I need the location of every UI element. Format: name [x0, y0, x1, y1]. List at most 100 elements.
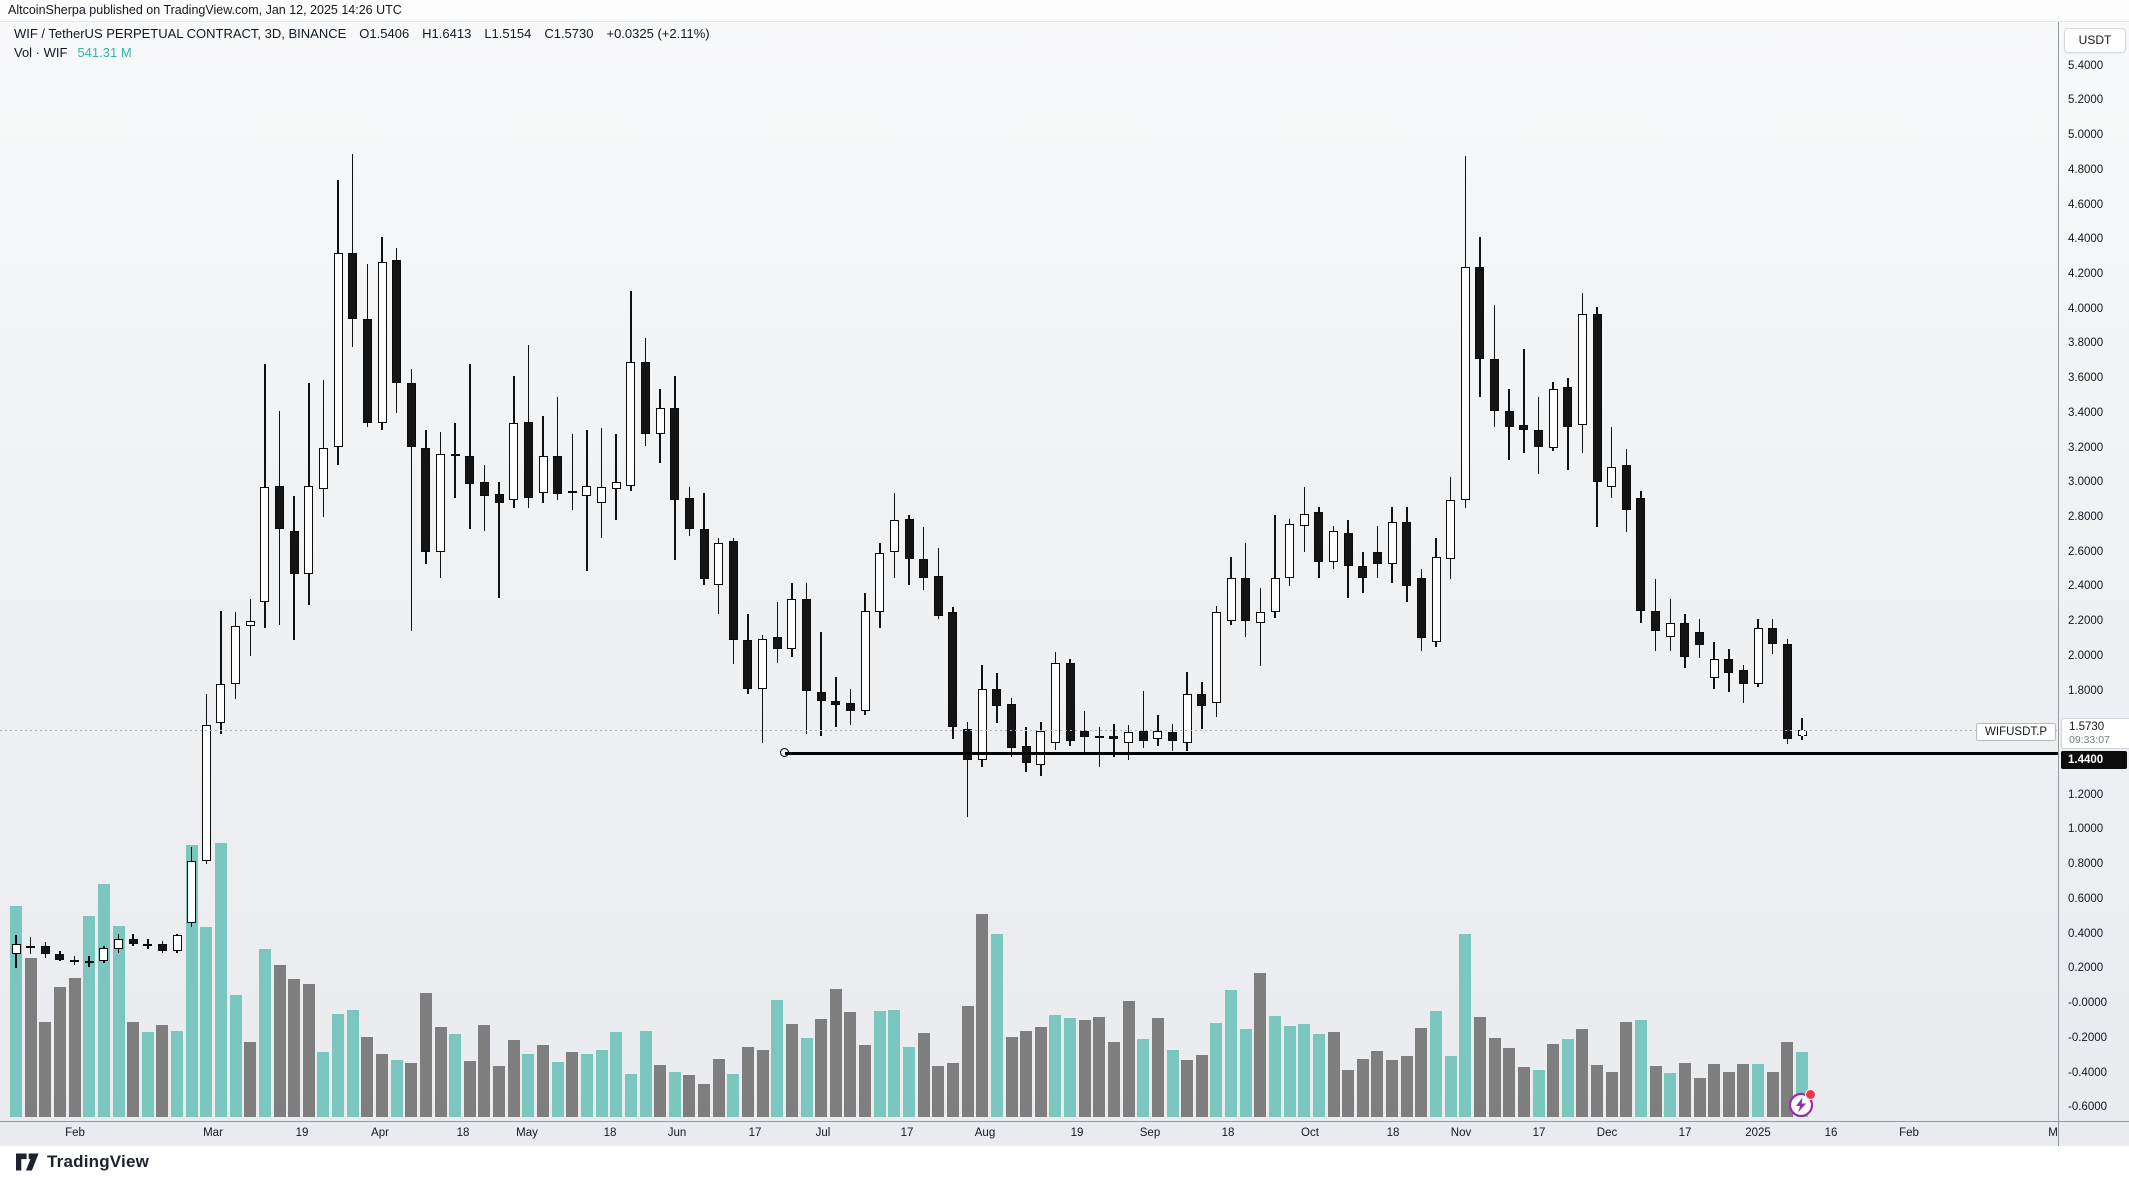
symbol-price-tag: WIFUSDT.P: [1976, 723, 2056, 741]
candle-body: [582, 485, 592, 497]
candle-body: [333, 253, 343, 448]
price-tick-label: -0.0000: [2068, 997, 2108, 1009]
candle-body: [187, 860, 197, 924]
candle-body: [114, 938, 123, 950]
volume-bar: [1137, 1039, 1150, 1117]
volume-bar: [756, 1049, 769, 1117]
candle-body: [1621, 464, 1631, 510]
volume-bar: [800, 1037, 813, 1117]
volume-bar: [1400, 1055, 1413, 1117]
candle-body: [875, 553, 885, 613]
candle-body: [597, 487, 607, 503]
volume-bar: [1766, 1072, 1779, 1117]
candle-body: [772, 636, 782, 649]
volume-bar: [829, 989, 842, 1117]
time-tick-label: 17: [900, 1127, 914, 1139]
volume-bar: [1547, 1043, 1560, 1117]
candle-body: [1402, 522, 1412, 587]
candle-wick: [1142, 690, 1144, 748]
time-tick-label: Feb: [1899, 1127, 1919, 1139]
price-tick-label: 4.2000: [2068, 267, 2104, 280]
support-ray-line[interactable]: [785, 752, 2058, 755]
candle-body: [1138, 730, 1148, 741]
time-tick-label: 17: [1532, 1127, 1546, 1139]
volume-bar: [522, 1054, 535, 1117]
candle-wick: [469, 364, 471, 530]
candle-wick: [615, 433, 617, 521]
attribution-bar: AltcoinSherpa published on TradingView.c…: [0, 0, 2129, 21]
volume-bar: [1005, 1037, 1018, 1117]
price-axis[interactable]: USDT 1.5730 09:33:07 1.4400 5.4000 5.2000…: [2058, 22, 2129, 1147]
time-axis[interactable]: Feb Mar 19 Apr 18 May 18 Jun 17 Jul 17 Aug 19 Sep 18 Oc…: [0, 1121, 2129, 1147]
candle-body: [787, 598, 797, 649]
candlestick-chart[interactable]: [0, 22, 2058, 1119]
volume-bar: [478, 1025, 491, 1117]
time-tick-label: Aug: [974, 1127, 996, 1139]
currency-toggle-button[interactable]: USDT: [2064, 28, 2126, 53]
candle-body: [860, 610, 870, 712]
price-tick-label: 4.6000: [2068, 198, 2104, 211]
candle-body: [1753, 628, 1763, 684]
volume-indicator-label[interactable]: Vol · WIF: [14, 45, 68, 60]
time-tick-label: Mar: [203, 1127, 223, 1139]
candle-body: [260, 487, 270, 602]
price-tick-label: 0.8000: [2068, 858, 2104, 871]
price-tick-label: 2.8000: [2068, 510, 2104, 523]
publisher-badge[interactable]: [1787, 1089, 1816, 1119]
symbol-title[interactable]: WIF / TetherUS PERPETUAL CONTRACT, 3D, B…: [14, 26, 347, 41]
volume-bar: [888, 1010, 901, 1117]
candle-body: [611, 482, 621, 490]
volume-bar: [156, 1025, 169, 1117]
candle-body: [714, 543, 724, 585]
price-tick-label: -0.6000: [2068, 1101, 2108, 1114]
candle-body: [963, 728, 972, 760]
candle-body: [553, 456, 563, 495]
volume-bar: [976, 914, 989, 1117]
volume-bar: [244, 1042, 257, 1117]
volume-bar: [346, 1010, 359, 1117]
candle-body: [392, 260, 402, 384]
volume-bar: [1327, 1031, 1340, 1117]
candle-body: [1226, 577, 1236, 622]
volume-bar: [1737, 1064, 1750, 1117]
volume-bar: [1298, 1024, 1311, 1117]
volume-bar: [1356, 1058, 1369, 1117]
candle-body: [1168, 732, 1177, 741]
time-tick-label: Dec: [1596, 1127, 1618, 1139]
candle-body: [567, 490, 577, 493]
candle-body: [1416, 577, 1426, 639]
ray-anchor-handle[interactable]: [780, 747, 789, 757]
volume-bar: [654, 1064, 667, 1117]
price-tick-label: 2.0000: [2068, 649, 2104, 662]
volume-bar: [361, 1037, 374, 1117]
candle-wick: [1742, 664, 1745, 703]
last-price-label: 1.5730 09:33:07: [2061, 718, 2129, 749]
price-tick-label: 1.0000: [2068, 823, 2104, 836]
volume-bar: [1020, 1031, 1033, 1117]
volume-bar: [712, 1058, 725, 1117]
candle-body: [1080, 730, 1090, 738]
candle-body: [1358, 565, 1368, 578]
candle-body: [1636, 497, 1646, 611]
last-price-value: 1.5730: [2069, 721, 2105, 733]
tradingview-logo[interactable]: TradingView: [16, 1152, 149, 1172]
price-tick-label: 5.4000: [2068, 59, 2104, 72]
volume-bar: [741, 1046, 754, 1117]
volume-bar: [141, 1031, 154, 1117]
price-tick-label: 5.2000: [2068, 94, 2104, 107]
candle-body: [670, 407, 680, 500]
volume-bar: [1239, 1028, 1252, 1117]
volume-bar: [1444, 1055, 1457, 1117]
volume-bar: [580, 1054, 593, 1117]
candle-body: [904, 518, 914, 559]
candle-body: [1007, 704, 1016, 748]
volume-bar: [1591, 1064, 1603, 1117]
candle-body: [465, 456, 475, 484]
volume-bar: [1576, 1028, 1589, 1117]
candle-wick: [1113, 723, 1115, 757]
candle-body: [1782, 643, 1792, 740]
volume-bar: [961, 1006, 974, 1117]
volume-bar: [53, 986, 66, 1117]
ohlc-close: C1.5730: [544, 26, 594, 41]
candle-wick: [1610, 426, 1613, 498]
